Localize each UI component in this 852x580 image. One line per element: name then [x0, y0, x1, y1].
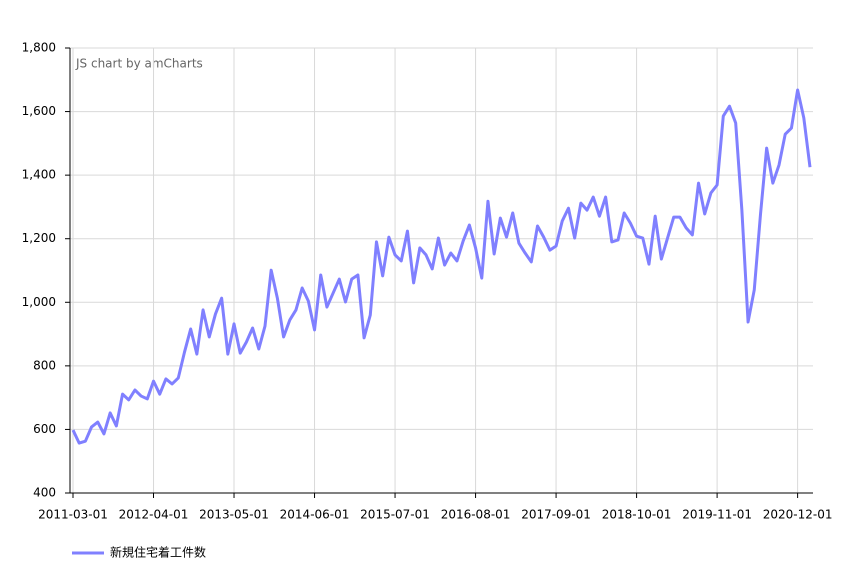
credit: JS chart by amCharts: [75, 57, 203, 71]
y-tick-label: 600: [33, 422, 56, 436]
x-tick-label: 2018-10-01: [602, 508, 672, 522]
x-tick-label: 2020-12-01: [763, 508, 833, 522]
x-tick-label: 2015-07-01: [360, 508, 430, 522]
x-tick-label: 2013-05-01: [199, 508, 269, 522]
x-tick-label: 2019-11-01: [682, 508, 752, 522]
x-tick-label: 2012-04-01: [119, 508, 189, 522]
y-tick-label: 1,400: [22, 168, 56, 182]
x-tick-label: 2016-08-01: [441, 508, 511, 522]
y-tick-label: 1,200: [22, 231, 56, 245]
legend-label: 新規住宅着工件数: [110, 545, 206, 560]
x-tick-label: 2011-03-01: [38, 508, 108, 522]
y-tick-label: 1,600: [22, 104, 56, 118]
x-tick-label: 2017-09-01: [521, 508, 591, 522]
x-tick-label: 2014-06-01: [280, 508, 350, 522]
y-tick-label: 1,000: [22, 295, 56, 309]
y-tick-label: 400: [33, 486, 56, 500]
data-line: [71, 88, 812, 445]
y-tick-label: 1,800: [22, 41, 56, 55]
y-tick-label: 800: [33, 358, 56, 372]
